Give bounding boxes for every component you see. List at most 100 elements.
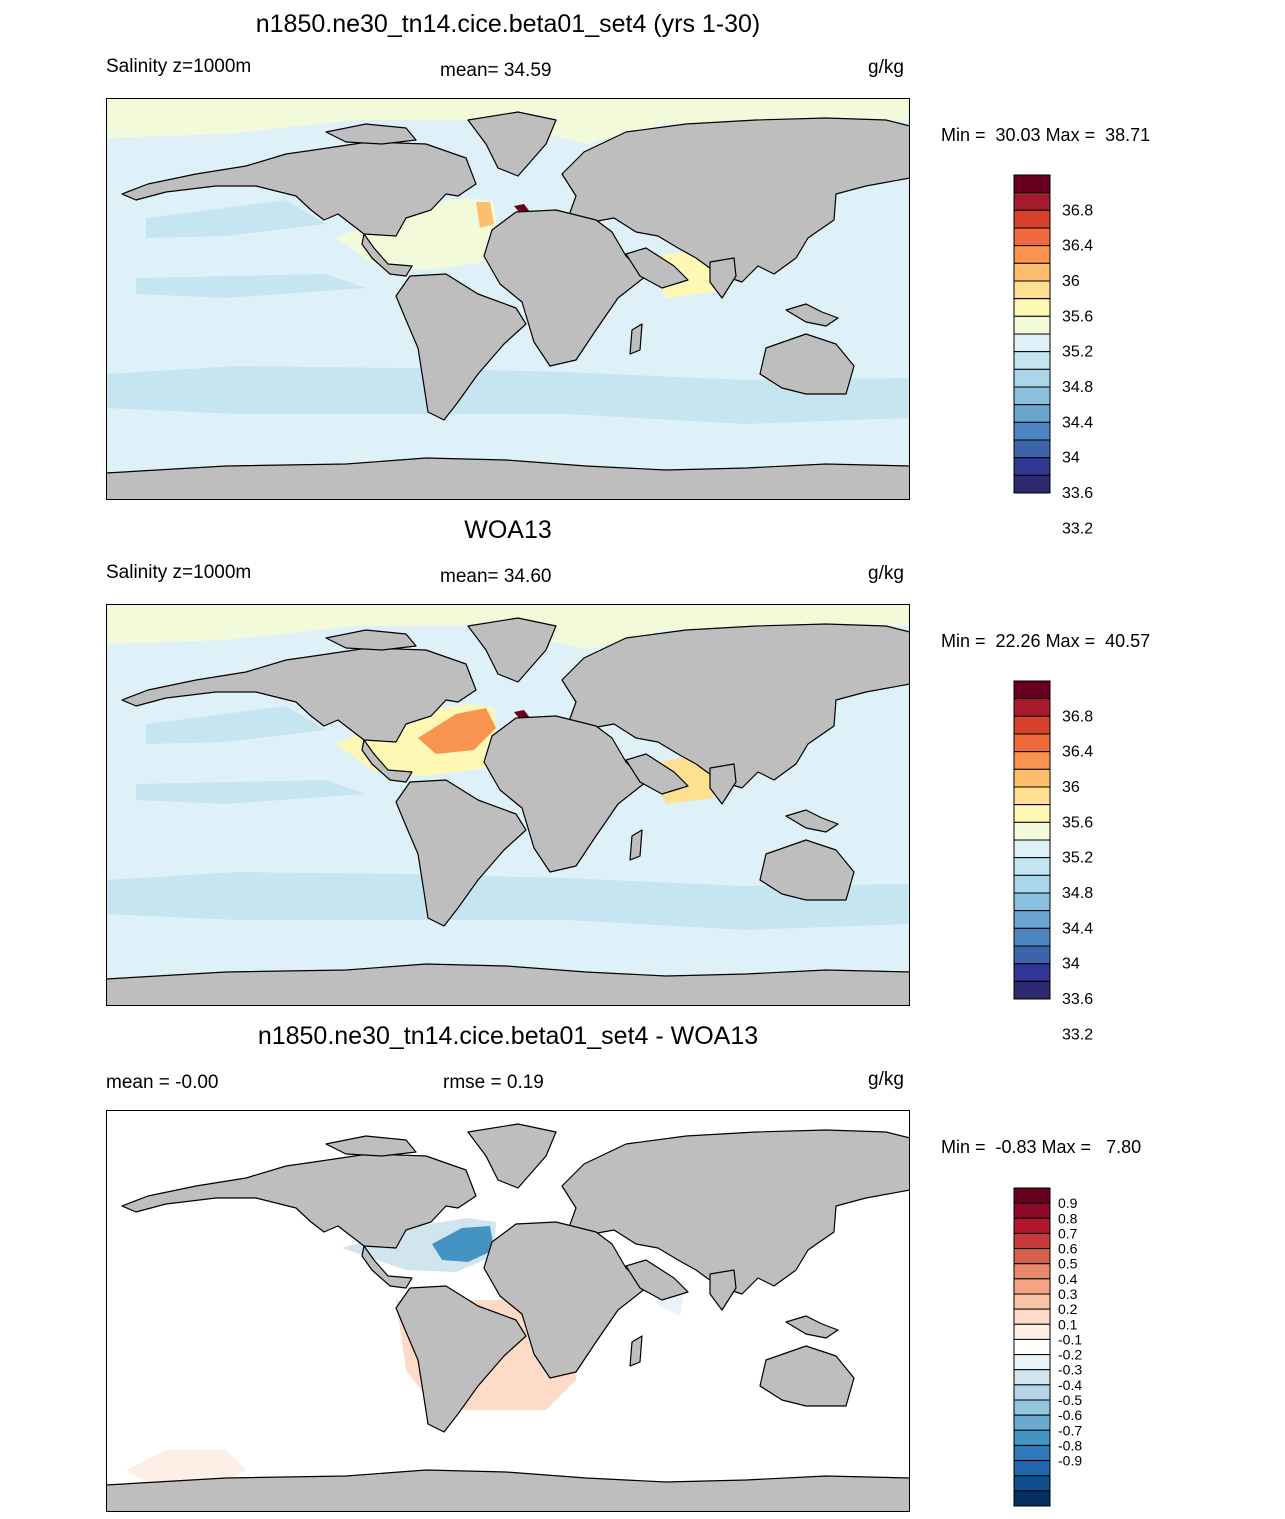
colorbar-tick-label: 0.8 — [1058, 1210, 1078, 1226]
colorbar-swatch — [1013, 680, 1051, 700]
colorbar-swatch — [1013, 1202, 1051, 1219]
colorbar-tick-label: 33.6 — [1062, 991, 1093, 1008]
colorbar-swatch — [1013, 1217, 1051, 1234]
rmse-label: rmse = 0.19 — [443, 1072, 544, 1093]
land-central-america — [361, 1245, 413, 1289]
land-africa — [483, 715, 647, 873]
land-arabia — [625, 247, 689, 289]
salinity-map — [106, 604, 910, 1006]
land-africa — [483, 1221, 647, 1379]
ocean-region-southern-band — [106, 366, 910, 424]
map-frame — [106, 1110, 910, 1512]
land-australia — [759, 1345, 855, 1407]
colorbar-swatch — [1013, 927, 1051, 947]
colorbar-tick-label: 0.2 — [1058, 1301, 1078, 1317]
panel-observations: WOA13 Salinity z=1000m mean= 34.60 g/kg … — [0, 506, 1285, 1043]
min-max-label: Min = 30.03 Max = 38.71 — [941, 125, 1151, 145]
colorbar-swatch — [1013, 1278, 1051, 1295]
ocean-region-southern-band — [106, 872, 910, 930]
colorbar-tick-label: 33.6 — [1062, 485, 1093, 502]
colorbar-swatch — [1013, 1414, 1051, 1431]
colorbar-swatch — [1013, 1384, 1051, 1401]
land-eurasia — [561, 1129, 910, 1295]
colorbar-tick-label: -0.9 — [1058, 1453, 1082, 1469]
colorbar-tick-label: 34 — [1062, 956, 1080, 973]
colorbar-tick-label: -0.4 — [1058, 1377, 1082, 1393]
colorbar-tick-label: -0.7 — [1058, 1422, 1082, 1438]
colorbar-swatch — [1013, 786, 1051, 806]
colorbar-swatch — [1013, 245, 1051, 264]
colorbar-swatch — [1013, 857, 1051, 876]
land-arabia — [625, 753, 689, 795]
colorbar-swatch — [1013, 1369, 1051, 1386]
land-madagascar — [629, 1335, 643, 1367]
colorbar-swatch — [1013, 945, 1051, 965]
colorbar-swatch — [1013, 1187, 1051, 1204]
land-south-america — [395, 273, 527, 421]
land-india — [709, 763, 737, 805]
land-antarctica — [106, 1469, 910, 1512]
colorbar-swatch — [1013, 963, 1051, 982]
colorbar-tick-label: 36.4 — [1062, 744, 1093, 761]
land-india — [709, 257, 737, 299]
colorbar-swatch — [1013, 421, 1051, 441]
colorbar-swatch — [1013, 874, 1051, 894]
land-india — [709, 1269, 737, 1311]
colorbar-swatch — [1013, 298, 1051, 317]
colorbar-tick-label: 0.3 — [1058, 1286, 1078, 1302]
colorbar-swatch — [1013, 209, 1051, 229]
colorbar-tick-label: 0.1 — [1058, 1316, 1078, 1332]
colorbar: 36.8 36.4 36 35.6 35.2 34.8 34.4 34 33.6 33.2 — [1013, 680, 1093, 1043]
colorbar-swatch — [1013, 280, 1051, 300]
colorbar-tick-label: 35.2 — [1062, 344, 1093, 361]
land-central-america — [361, 233, 413, 277]
colorbar-swatch — [1013, 174, 1051, 194]
min-max-label: Min = 22.26 Max = 40.57 — [941, 631, 1151, 651]
colorbar-swatch — [1013, 733, 1051, 753]
colorbar-tick-label: 36.8 — [1062, 202, 1093, 219]
colorbar-tick-label: 36.4 — [1062, 238, 1093, 255]
colorbar-swatch — [1013, 315, 1051, 335]
colorbar-swatch — [1013, 804, 1051, 823]
units-label: g/kg — [868, 1069, 904, 1090]
colorbar-swatch — [1013, 368, 1051, 388]
colorbar-tick-label: 34 — [1062, 450, 1080, 467]
mean-label: mean= 34.59 — [440, 60, 552, 81]
map-frame — [106, 604, 910, 1006]
colorbar-tick-label: -0.8 — [1058, 1437, 1082, 1453]
ocean-region-pacific-band — [146, 200, 326, 238]
land-eurasia — [561, 117, 910, 283]
land-arctic-islands — [325, 629, 417, 651]
min-max-label: Min = -0.83 Max = 7.80 — [941, 1137, 1142, 1157]
colorbar-tick-label: 36 — [1062, 273, 1080, 290]
colorbar-swatch — [1013, 698, 1051, 717]
land-arabia — [625, 1259, 689, 1301]
colorbar-swatch — [1013, 1263, 1051, 1280]
land-south-america — [395, 779, 527, 927]
colorbar-tick-label: -0.5 — [1058, 1392, 1082, 1408]
colorbar-swatch — [1013, 474, 1051, 494]
panel-model: n1850.ne30_tn14.cice.beta01_set4 (yrs 1-… — [0, 0, 1285, 537]
land-greenland — [467, 617, 557, 683]
ocean-region-pacific-band — [136, 274, 366, 298]
colorbar-swatch — [1013, 1429, 1051, 1446]
ocean-region-pacific-band — [136, 780, 366, 804]
colorbar-tick-label: 36 — [1062, 779, 1080, 796]
colorbar-tick-label: 33.2 — [1062, 520, 1093, 537]
colorbar-swatch — [1013, 1490, 1051, 1507]
land-south-america — [395, 1285, 527, 1433]
land-madagascar — [629, 829, 643, 861]
colorbar-tick-label: 36.8 — [1062, 708, 1093, 725]
ocean-region-pacific-band — [146, 706, 326, 744]
colorbar-swatch — [1013, 1338, 1051, 1356]
panel-title: n1850.ne30_tn14.cice.beta01_set4 (yrs 1-… — [255, 10, 761, 38]
colorbar-swatch — [1013, 192, 1051, 211]
colorbar-tick-label: 0.6 — [1058, 1241, 1078, 1257]
colorbar: 36.8 36.4 36 35.6 35.2 34.8 34.4 34 33.6 33.2 — [1013, 174, 1093, 537]
colorbar-tick-label: 34.8 — [1062, 885, 1093, 902]
land-eurasia — [561, 623, 910, 789]
colorbar: 0.90.80.70.60.50.40.30.20.1-0.1-0.2-0.3-… — [1013, 1187, 1082, 1507]
colorbar-swatch — [1013, 751, 1051, 770]
land-arctic-islands — [325, 123, 417, 145]
land-north-america — [121, 141, 477, 237]
